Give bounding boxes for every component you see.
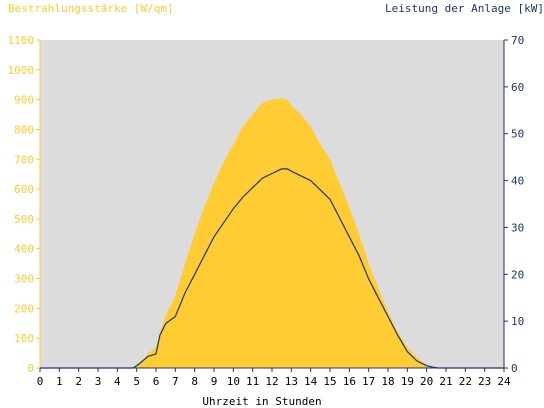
x-tick-label: 6 — [153, 375, 160, 388]
left-tick-label: 100 — [14, 332, 34, 345]
x-tick-label: 21 — [439, 375, 452, 388]
left-tick-label: 400 — [14, 243, 34, 256]
x-tick-label: 20 — [420, 375, 433, 388]
right-tick-label: 0 — [511, 362, 518, 375]
right-axis-title: Leistung der Anlage [kW] — [385, 2, 544, 15]
ticks-layer: 0100200300400500600700800900100011000102… — [8, 34, 525, 388]
x-tick-label: 7 — [172, 375, 179, 388]
left-tick-label: 300 — [14, 273, 34, 286]
x-tick-label: 8 — [191, 375, 198, 388]
left-tick-label: 1000 — [8, 64, 35, 77]
x-tick-label: 22 — [459, 375, 472, 388]
left-tick-label: 200 — [14, 302, 34, 315]
power-line — [40, 168, 504, 369]
irradiance-area — [40, 98, 504, 368]
left-tick-label: 900 — [14, 94, 34, 107]
x-tick-label: 9 — [211, 375, 218, 388]
x-tick-label: 4 — [114, 375, 121, 388]
x-tick-label: 14 — [304, 375, 318, 388]
x-tick-label: 16 — [343, 375, 356, 388]
left-tick-label: 1100 — [8, 34, 35, 47]
x-tick-label: 5 — [133, 375, 140, 388]
x-axis-title: Uhrzeit in Stunden — [202, 395, 321, 408]
left-tick-label: 800 — [14, 123, 34, 136]
x-tick-label: 2 — [75, 375, 82, 388]
x-tick-label: 3 — [95, 375, 102, 388]
left-tick-label: 600 — [14, 183, 34, 196]
x-tick-label: 13 — [285, 375, 298, 388]
x-tick-label: 23 — [478, 375, 491, 388]
x-tick-label: 24 — [497, 375, 511, 388]
right-tick-label: 40 — [511, 175, 524, 188]
right-tick-label: 60 — [511, 81, 524, 94]
left-axis-title: Bestrahlungsstärke [W/qm] — [8, 2, 174, 15]
x-tick-label: 10 — [227, 375, 240, 388]
right-tick-label: 20 — [511, 268, 524, 281]
x-tick-label: 11 — [246, 375, 259, 388]
left-tick-label: 0 — [27, 362, 34, 375]
right-tick-label: 30 — [511, 221, 524, 234]
right-tick-label: 70 — [511, 34, 524, 47]
right-tick-label: 50 — [511, 128, 524, 141]
x-tick-label: 17 — [362, 375, 375, 388]
x-tick-label: 0 — [37, 375, 44, 388]
x-tick-label: 1 — [56, 375, 63, 388]
right-tick-label: 10 — [511, 315, 524, 328]
x-tick-label: 12 — [265, 375, 278, 388]
x-tick-label: 19 — [401, 375, 414, 388]
series-layer — [40, 98, 504, 369]
x-tick-label: 18 — [381, 375, 394, 388]
left-tick-label: 500 — [14, 213, 34, 226]
x-tick-label: 15 — [323, 375, 336, 388]
left-tick-label: 700 — [14, 153, 34, 166]
